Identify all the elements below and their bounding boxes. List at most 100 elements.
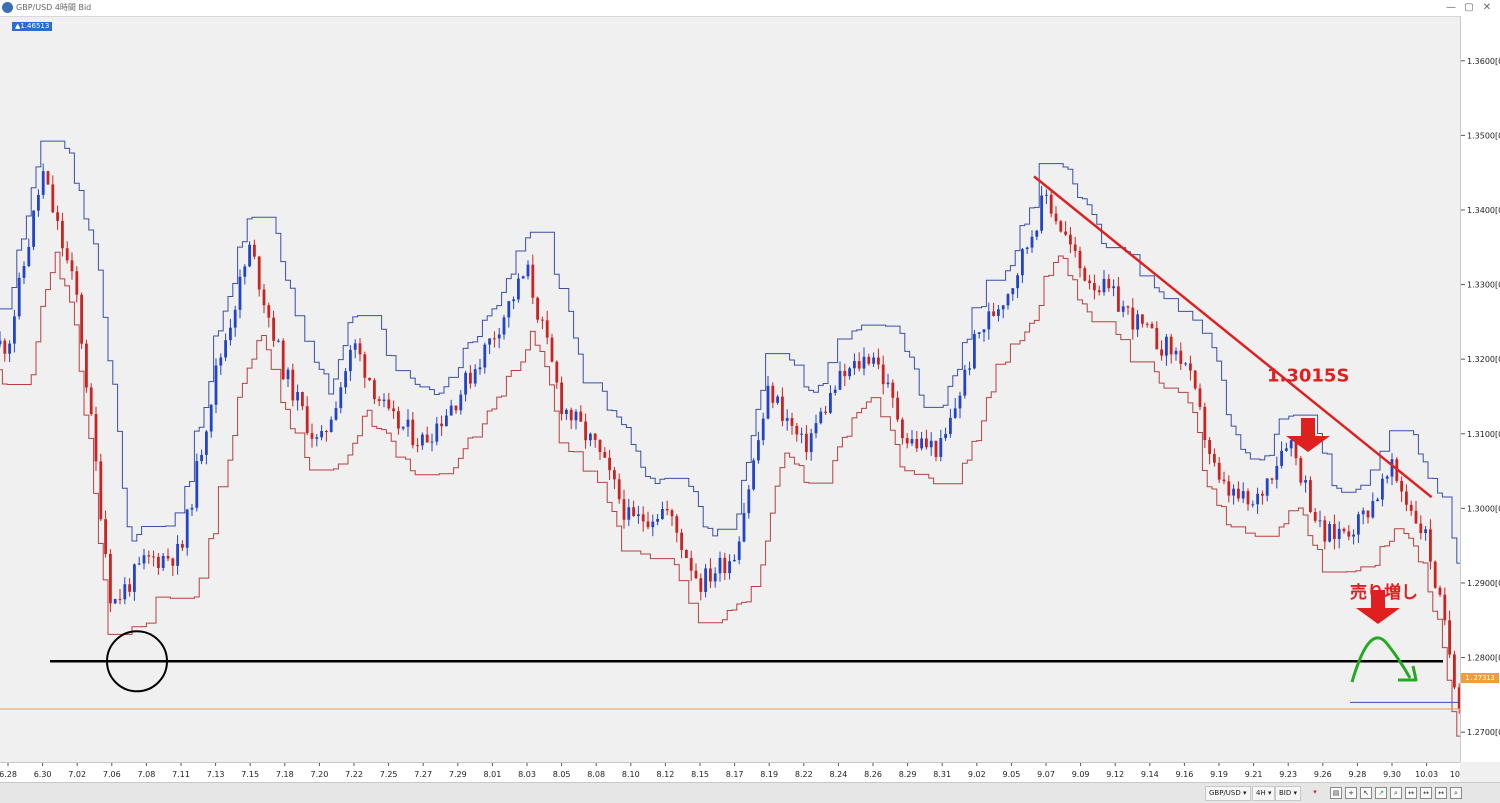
candle-body [214, 365, 218, 405]
candle-body [1040, 195, 1043, 231]
candle-body [344, 371, 347, 388]
candle-body [1203, 406, 1207, 441]
chart-plot-area[interactable]: 1.3015S売り増し [0, 0, 1462, 762]
candle-body [387, 399, 391, 409]
candle-body [555, 361, 559, 383]
candle-body [545, 320, 549, 338]
x-tick-label: 10.03 [1415, 770, 1438, 779]
candle-body [569, 409, 573, 421]
candle-body [483, 344, 487, 368]
time-axis[interactable]: 6.28 6.30 7.02 7.06 7.08 7.11 7.13 7.15 7.18 7.20… [0, 762, 1500, 783]
trend-line [1033, 175, 1433, 499]
scroll-left-icon[interactable]: ↔ [1435, 787, 1447, 799]
candle-body [1357, 514, 1360, 535]
candlestick-chart[interactable]: 1.3015S売り増し [0, 0, 1462, 762]
search-icon[interactable]: ⌕ [1450, 787, 1462, 799]
close-button[interactable]: ✕ [1482, 2, 1492, 13]
candle-body [958, 395, 962, 409]
sell-arrow-icon [1286, 418, 1330, 452]
candle-body [953, 408, 957, 418]
candle-body [37, 194, 40, 211]
channel-upper-line [0, 140, 1462, 564]
projection-curve [1350, 636, 1412, 683]
crosshair-icon[interactable]: + [1345, 787, 1357, 799]
x-tick-label: 8.29 [899, 770, 917, 779]
candle-body [1270, 478, 1274, 480]
cursor-icon[interactable]: ↖ [1360, 787, 1372, 799]
x-tick-label: 8.22 [795, 770, 813, 779]
candle-body [761, 418, 765, 441]
candle-body [17, 277, 21, 317]
candle-body [1102, 278, 1106, 293]
candle-body [488, 338, 491, 345]
x-tick-label: 7.13 [207, 770, 225, 779]
scroll-right-icon[interactable]: ↔ [1420, 787, 1432, 799]
candle-body [536, 297, 539, 320]
candle-body [411, 419, 415, 446]
candle-body [1342, 528, 1346, 532]
candle-body [325, 431, 328, 433]
candle-body [1073, 244, 1077, 251]
candle-body [1241, 491, 1245, 499]
candle-body [296, 392, 299, 401]
candle-body [454, 405, 458, 411]
candle-body [637, 514, 640, 517]
candle-body [1352, 534, 1355, 537]
candle-body [22, 266, 26, 278]
candle-body [1405, 491, 1408, 505]
dropdown-arrow-icon[interactable]: ▾ [1313, 788, 1317, 796]
x-tick-label: 8.17 [726, 770, 744, 779]
candle-body [80, 294, 83, 344]
candle-body [1424, 529, 1427, 534]
candle-body [1136, 314, 1139, 330]
candle-body [349, 349, 352, 372]
candle-body [771, 385, 775, 403]
candle-body [742, 513, 746, 542]
candle-body [613, 470, 616, 480]
candle-body [51, 184, 55, 213]
candle-body [521, 276, 525, 279]
x-tick-label: 9.26 [1314, 770, 1332, 779]
candle-body [41, 171, 45, 195]
candle-body [1366, 510, 1370, 518]
candle-body [1141, 314, 1144, 324]
price-axis[interactable]: 1.3600[0] 1.3500[0] 1.3400[0] 1.3300[0] 1.32… [1460, 16, 1500, 762]
candle-body [1006, 294, 1010, 306]
candle-body [305, 406, 309, 434]
symbol-select[interactable]: GBP/USD ▾ [1205, 786, 1251, 801]
candle-body [1265, 478, 1269, 496]
zoom-in-icon[interactable]: ↗ [1375, 787, 1387, 799]
scroll-icon[interactable]: ↔ [1405, 787, 1417, 799]
candle-body [973, 333, 976, 369]
candle-body [1078, 250, 1082, 269]
x-tick-label: 8.19 [760, 770, 778, 779]
candle-body [747, 489, 751, 514]
candle-body [872, 357, 875, 364]
candle-body [0, 340, 2, 345]
x-tick-label: 6.30 [34, 770, 52, 779]
y-tick-label: 1.3100[0] [1467, 430, 1500, 439]
chart-type-icon[interactable]: ▤ [1330, 787, 1342, 799]
candle-body [315, 437, 319, 439]
candle-body [440, 423, 443, 427]
price-type-select[interactable]: BID ▾ [1275, 786, 1301, 801]
timeframe-select[interactable]: 4H ▾ [1252, 786, 1276, 801]
candle-body [397, 411, 400, 429]
candle-body [1069, 234, 1072, 245]
candle-body [589, 433, 592, 441]
zoom-out-icon[interactable]: ⌕ [1390, 787, 1402, 799]
minimize-button[interactable]: — [1446, 2, 1456, 13]
candle-body [1280, 450, 1283, 466]
maximize-button[interactable]: ▢ [1464, 2, 1474, 13]
candle-body [651, 521, 655, 528]
candle-body [617, 479, 621, 500]
candle-body [728, 561, 731, 574]
candle-body [368, 377, 371, 381]
x-tick-label: 7.20 [310, 770, 328, 779]
candle-body [373, 380, 376, 400]
candle-body [70, 260, 74, 272]
candle-body [963, 369, 967, 396]
candle-body [1237, 488, 1240, 499]
candle-body [262, 289, 266, 306]
candle-body [1309, 480, 1312, 512]
